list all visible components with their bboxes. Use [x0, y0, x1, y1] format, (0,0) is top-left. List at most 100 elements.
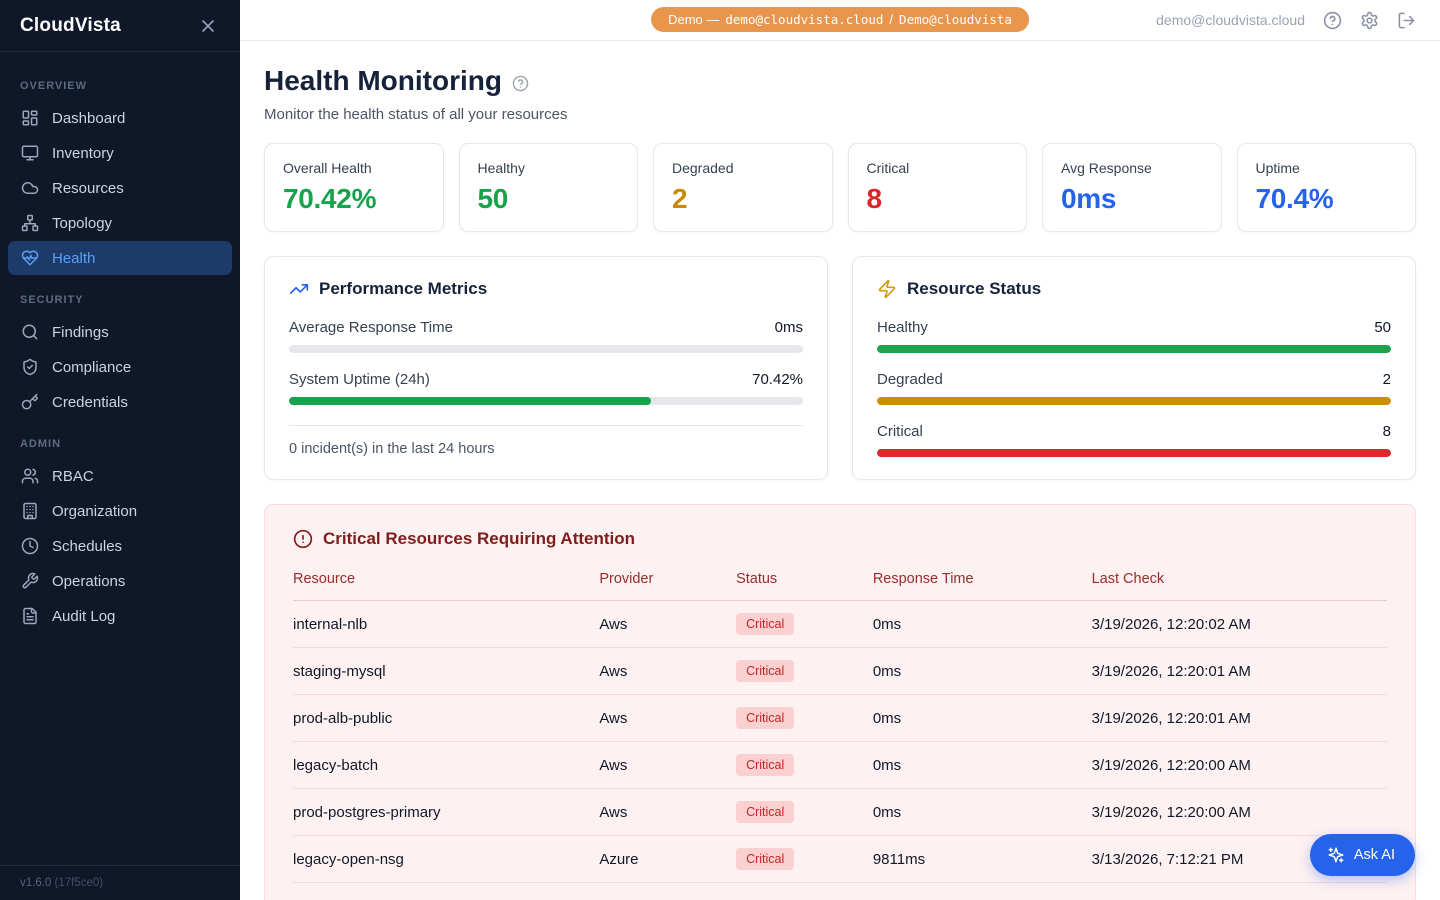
alert-circle-icon	[293, 529, 313, 549]
demo-badge-separator: /	[889, 12, 894, 27]
users-icon	[21, 467, 39, 485]
sidebar-item-label: Health	[52, 249, 96, 267]
sidebar-item-dashboard[interactable]: Dashboard	[8, 101, 232, 135]
wrench-icon	[21, 572, 39, 590]
page-content: Health Monitoring Monitor the health sta…	[240, 41, 1440, 900]
cell-last-check: 3/19/2026, 12:20:00 AM	[1091, 788, 1387, 836]
cell-provider: Aws	[599, 694, 737, 742]
network-icon	[21, 214, 39, 232]
cell-last-check: 3/19/2026, 12:20:01 AM	[1091, 647, 1387, 695]
topbar: Demo — demo@cloudvista.cloud / Demo@clou…	[240, 0, 1440, 41]
close-icon	[198, 16, 218, 36]
brand-logo: CloudVista	[20, 15, 121, 36]
panel-title: Resource Status	[907, 279, 1042, 298]
logout-button[interactable]	[1397, 11, 1416, 30]
column-header-response-time: Response Time	[872, 563, 1092, 601]
sidebar-item-topology[interactable]: Topology	[8, 206, 232, 240]
progress-track	[877, 345, 1391, 353]
cell-response-time: 9811ms	[872, 835, 1092, 883]
sidebar-item-audit-log[interactable]: Audit Log	[8, 599, 232, 633]
cell-last-check: 3/19/2026, 12:20:00 AM	[1091, 741, 1387, 789]
cell-provider: Aws	[599, 647, 737, 695]
metric-label: Average Response Time	[289, 319, 453, 336]
key-icon	[21, 393, 39, 411]
performance-metrics-panel: Performance Metrics Average Response Tim…	[264, 256, 828, 480]
sidebar-item-schedules[interactable]: Schedules	[8, 529, 232, 563]
stat-card-overall-health: Overall Health 70.42%	[264, 143, 444, 232]
status-count: 8	[1382, 423, 1391, 440]
panel-title: Performance Metrics	[319, 279, 488, 298]
sidebar-item-label: Operations	[52, 572, 126, 590]
topbar-right: demo@cloudvista.cloud	[1156, 11, 1416, 30]
settings-button[interactable]	[1360, 11, 1379, 30]
trending-up-icon	[289, 279, 309, 299]
stat-label: Healthy	[477, 160, 525, 176]
critical-resources-table: Resource Provider Status Response Time L…	[293, 563, 1387, 883]
zap-icon	[877, 279, 897, 299]
cell-resource: legacy-open-nsg	[293, 835, 600, 883]
shield-check-icon	[21, 358, 39, 376]
sidebar: CloudVista OVERVIEW Dashboard Inventory …	[0, 0, 240, 900]
status-badge: Critical	[736, 660, 795, 682]
stat-value: 70.4%	[1255, 183, 1334, 214]
stat-value: 8	[866, 183, 883, 214]
sidebar-item-organization[interactable]: Organization	[8, 494, 232, 528]
section-label-overview: OVERVIEW	[20, 80, 88, 92]
metric-label: System Uptime (24h)	[289, 371, 430, 388]
clock-icon	[21, 537, 39, 555]
metric-avg-response-time: Average Response Time 0ms	[289, 319, 803, 353]
table-row: internal-nlb Aws Critical 0ms 3/19/2026,…	[293, 600, 1387, 648]
sidebar-item-label: Organization	[52, 502, 138, 520]
cell-provider: Azure	[599, 835, 737, 883]
status-label: Critical	[877, 423, 923, 440]
main-area: Demo — demo@cloudvista.cloud / Demo@clou…	[240, 0, 1440, 900]
search-icon	[21, 323, 39, 341]
ask-ai-label: Ask AI	[1353, 847, 1395, 863]
help-circle-icon	[512, 75, 529, 92]
table-row: prod-postgres-primary Aws Critical 0ms 3…	[293, 788, 1387, 836]
progress-track	[877, 397, 1391, 405]
sidebar-item-label: Topology	[52, 214, 113, 232]
sidebar-item-resources[interactable]: Resources	[8, 171, 232, 205]
demo-badge-email: demo@cloudvista.cloud	[725, 12, 884, 27]
cell-resource: internal-nlb	[293, 600, 600, 648]
cell-response-time: 0ms	[872, 741, 1092, 789]
stat-card-healthy: Healthy 50	[458, 143, 638, 232]
status-count: 50	[1374, 319, 1391, 336]
cell-resource: prod-alb-public	[293, 694, 600, 742]
stat-label: Degraded	[672, 160, 734, 176]
demo-badge-prefix: Demo —	[668, 12, 720, 27]
sidebar-item-label: Resources	[52, 179, 124, 197]
sidebar-item-rbac[interactable]: RBAC	[8, 459, 232, 493]
stat-label: Avg Response	[1061, 160, 1152, 176]
progress-track	[289, 345, 803, 353]
file-text-icon	[21, 607, 39, 625]
help-button[interactable]	[1323, 11, 1342, 30]
stat-value: 2	[672, 183, 688, 214]
cell-last-check: 3/19/2026, 12:20:02 AM	[1091, 600, 1387, 648]
sidebar-item-findings[interactable]: Findings	[8, 315, 232, 349]
cell-resource: prod-postgres-primary	[293, 788, 600, 836]
sidebar-item-operations[interactable]: Operations	[8, 564, 232, 598]
sidebar-item-health[interactable]: Health	[8, 241, 232, 275]
demo-mode-badge: Demo — demo@cloudvista.cloud / Demo@clou…	[651, 7, 1029, 32]
sidebar-item-label: Dashboard	[52, 109, 126, 127]
sidebar-item-label: Compliance	[52, 358, 132, 376]
critical-panel-title: Critical Resources Requiring Attention	[323, 529, 636, 548]
logout-icon	[1397, 11, 1416, 30]
sidebar-item-inventory[interactable]: Inventory	[8, 136, 232, 170]
sidebar-close-button[interactable]	[196, 14, 220, 38]
stat-value: 70.42%	[283, 183, 377, 214]
column-header-status: Status	[736, 563, 873, 601]
cell-provider: Aws	[599, 600, 737, 648]
page-help-button[interactable]	[512, 75, 529, 92]
sidebar-version: v1.6.0 (17f5ce0)	[0, 865, 240, 900]
ask-ai-button[interactable]: Ask AI	[1309, 834, 1415, 876]
sidebar-item-credentials[interactable]: Credentials	[8, 385, 232, 419]
sidebar-item-compliance[interactable]: Compliance	[8, 350, 232, 384]
stat-label: Overall Health	[283, 160, 372, 176]
cell-response-time: 0ms	[872, 694, 1092, 742]
column-header-provider: Provider	[599, 563, 737, 601]
stat-value: 50	[477, 183, 509, 214]
page-subtitle: Monitor the health status of all your re…	[264, 106, 568, 123]
